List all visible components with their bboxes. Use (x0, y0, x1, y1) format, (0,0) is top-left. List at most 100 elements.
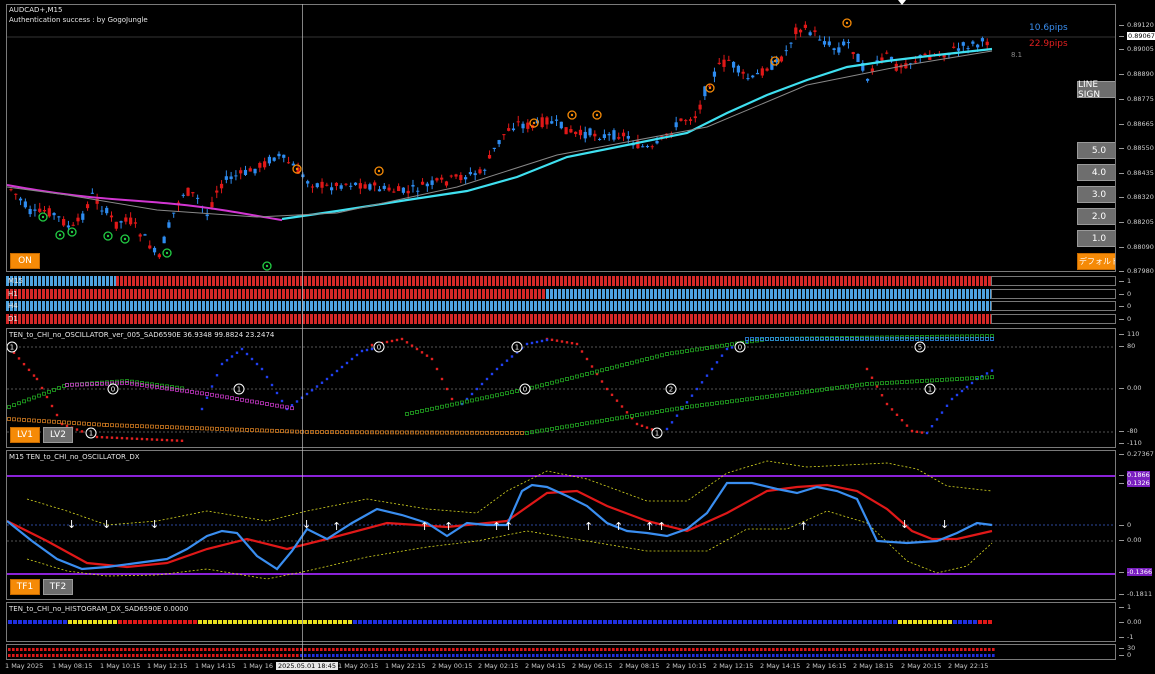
osc-dot-green (945, 377, 949, 382)
candle-body (401, 187, 405, 193)
bottom-cell (20, 654, 23, 657)
bottom-cell (792, 654, 795, 657)
bottom-pane[interactable] (6, 644, 1116, 660)
bottom-cell (756, 654, 759, 657)
osc-dot-green (47, 389, 51, 394)
tf2-button[interactable]: TF2 (43, 579, 73, 595)
osc-dot-blue (975, 377, 979, 381)
osc-dot-blue (250, 357, 254, 361)
candle-body (52, 213, 56, 216)
bottom-cell (292, 648, 295, 651)
bottom-cell (248, 648, 251, 651)
osc-dot-green (410, 411, 414, 415)
candle-body (751, 75, 755, 78)
dx-pane[interactable]: ↓ ↓ ↓ ↓ ↓ ↓ ↑ ↑ ↑ ↑ ↑ ↑ ↑ ↑ ↑ ↑ M15 TEN_to_CHI_no_OSCIL… (6, 450, 1116, 600)
level-1-button[interactable]: 1.0 (1077, 230, 1115, 247)
histogram-cell (933, 620, 937, 624)
bottom-cell (480, 654, 483, 657)
dx-tick: 0 (1118, 521, 1132, 529)
osc-dot-blue (725, 347, 729, 351)
histogram-cell (333, 620, 337, 624)
level-5-button[interactable]: 5.0 (1077, 142, 1115, 159)
osc-dot-red (435, 367, 439, 371)
level-4-button[interactable]: 4.0 (1077, 164, 1115, 181)
bottom-cell (256, 648, 259, 651)
dx-tick: 0.27367 (1119, 450, 1154, 458)
candle-body (258, 162, 262, 168)
bottom-cell (568, 648, 571, 651)
bottom-cell (228, 654, 231, 657)
bottom-cell (688, 654, 691, 657)
osc-dot-magenta (205, 392, 209, 396)
bottom-cell (584, 654, 587, 657)
bottom-cell (680, 648, 683, 651)
osc-dot-green (615, 416, 619, 421)
lv1-button[interactable]: LV1 (10, 427, 40, 443)
osc-dot-green (580, 422, 584, 426)
osc-dot-lightblue (810, 337, 814, 341)
bottom-cell (456, 654, 459, 657)
price-chart-pane[interactable]: AUDCAD+,M15 Authentication success : by … (6, 4, 1116, 272)
osc-dot-orange (335, 430, 339, 435)
histogram-cell (418, 620, 422, 624)
histogram-pane[interactable]: TEN_to_CHI_no_HISTOGRAM_DX_SAD6590E 0.00… (6, 602, 1116, 642)
candle-body (674, 122, 678, 128)
bottom-cell (124, 654, 127, 657)
osc-dot-green (590, 370, 594, 375)
osc-dot-orange (190, 426, 194, 430)
osc-dot-blue (685, 401, 689, 404)
osc-dot-blue (245, 352, 249, 356)
osc-dot-green (680, 349, 684, 354)
osc-dot-blue (745, 341, 749, 344)
level-2-button[interactable]: 2.0 (1077, 208, 1115, 225)
osc-dot-orange (470, 430, 474, 435)
histogram-cell (693, 620, 697, 624)
time-tick: 1 May 12:15 (147, 662, 188, 670)
histogram-cell (943, 620, 947, 624)
histogram-cell (958, 620, 962, 624)
level-3-button[interactable]: 3.0 (1077, 186, 1115, 203)
sell-signal-marker (67, 227, 77, 237)
tf1-button[interactable]: TF1 (10, 579, 40, 595)
bottom-cell (592, 648, 595, 651)
bottom-cell (72, 654, 75, 657)
price-tick: 0.87980 (1119, 267, 1154, 275)
bottom-cell (708, 648, 711, 651)
bottom-cell (356, 654, 359, 657)
line-sign-button[interactable]: LINE SIGN (1077, 80, 1115, 100)
bottom-cell (904, 648, 907, 651)
osc-count-marker (651, 427, 663, 439)
bottom-cell (628, 648, 631, 651)
osc-count-label: 0 (738, 344, 742, 352)
osc-dot-green (645, 411, 649, 416)
osc-dot-blue (220, 362, 224, 366)
bottom-cell (136, 648, 139, 651)
candle-body (344, 183, 348, 185)
candle-body (387, 187, 391, 191)
bottom-cell (656, 654, 659, 657)
bottom-cell (284, 654, 287, 657)
osc-dot-lightblue (865, 337, 869, 341)
osc-dot-orange (47, 419, 51, 424)
default-button[interactable]: デフォルト (1077, 253, 1115, 270)
candle-body (473, 173, 477, 176)
bottom-cell (40, 648, 43, 651)
histogram-cell (478, 620, 482, 624)
osc-dot-orange (175, 425, 179, 430)
osc-dot-blue (705, 374, 709, 377)
osc-dot-magenta (85, 382, 89, 387)
osc-dot-red (110, 436, 114, 439)
histogram-cell (298, 620, 302, 624)
bottom-cell (428, 654, 431, 657)
bottom-cell (96, 654, 99, 657)
candle-body (234, 175, 238, 177)
lv2-button[interactable]: LV2 (43, 427, 73, 443)
osc-dot-red (115, 436, 119, 440)
histogram-cell (638, 620, 642, 624)
osc-dot-red (890, 408, 894, 411)
buy-signal-marker (705, 83, 715, 93)
on-button[interactable]: ON (10, 253, 40, 269)
candle-body (420, 181, 425, 185)
osc-dot-green (660, 409, 664, 413)
